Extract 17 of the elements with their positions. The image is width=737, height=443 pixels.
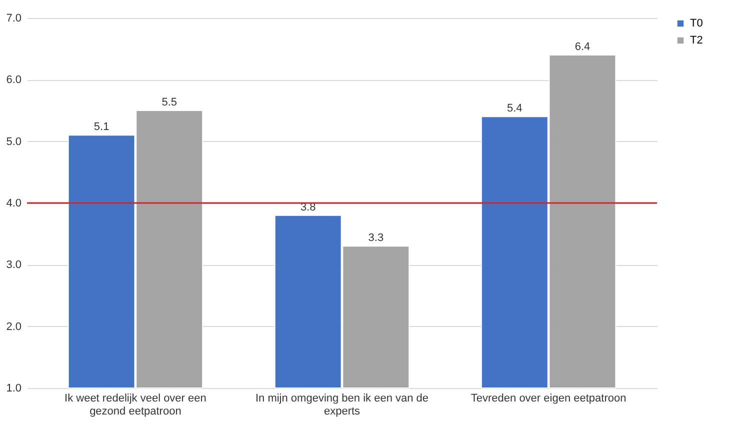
- y-tick-label: 4.0: [6, 198, 22, 210]
- data-label: 6.4: [574, 41, 590, 53]
- legend-label: T0: [690, 18, 703, 30]
- y-tick-label: 1.0: [6, 382, 22, 394]
- y-tick-label: 5.0: [6, 136, 22, 148]
- data-label: 3.3: [368, 232, 384, 244]
- y-tick-label: 2.0: [6, 320, 22, 333]
- legend-label: T2: [690, 34, 703, 46]
- x-tick-label: Ik weet redelijk veel over een gezond eetpatroon: [64, 392, 206, 418]
- y-tick-label: 3.0: [6, 259, 22, 272]
- data-label: 5.4: [507, 102, 522, 115]
- data-label: 5.1: [94, 121, 110, 134]
- x-tick-label: In mijn omgeving ben ik een van de experts: [255, 392, 429, 418]
- y-tick-label: 6.0: [6, 74, 22, 86]
- x-tick-label: Tevreden over eigen eetpatroon: [470, 392, 626, 404]
- y-tick-label: 7.0: [6, 12, 22, 24]
- data-label: 5.5: [162, 96, 177, 108]
